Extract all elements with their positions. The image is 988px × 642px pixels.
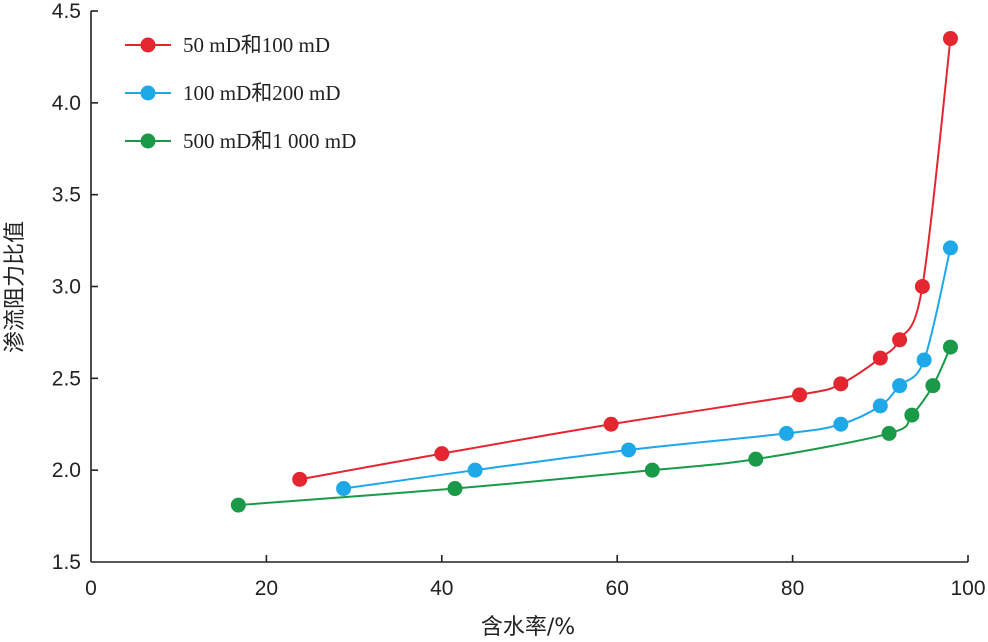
series-layer: [230, 31, 958, 513]
data-point: [434, 446, 450, 462]
y-tick-label: 1.5: [52, 551, 81, 574]
legend: 50 mD和100 mD 100 mD和200 mD 500 mD和1 000 mD: [125, 33, 356, 153]
legend-label: 500 mD和1 000 mD: [183, 129, 356, 153]
data-point: [833, 376, 849, 392]
data-point: [833, 416, 849, 432]
x-tick-label: 80: [781, 577, 804, 600]
series-2: [336, 240, 958, 497]
data-point: [644, 462, 660, 478]
data-point: [292, 471, 308, 487]
y-tick-label: 4.5: [52, 0, 81, 23]
data-point: [892, 378, 908, 394]
x-tick-label: 40: [430, 577, 453, 600]
data-point: [914, 279, 930, 294]
data-point: [942, 240, 958, 256]
data-point: [904, 407, 920, 423]
x-axis-title: 含水率/%: [481, 615, 575, 640]
data-point: [748, 451, 764, 467]
x-tick-label: 20: [255, 577, 278, 600]
y-tick-label: 3.0: [52, 276, 81, 299]
legend-item: 500 mD和1 000 mD: [125, 129, 356, 153]
data-point: [230, 497, 246, 513]
ticks: 0 20 40 60 80 100 1.5 2.0 2.5 3.0 3.5 4.0 4.5: [52, 0, 986, 600]
x-tick-label: 60: [606, 577, 629, 600]
legend-label: 50 mD和100 mD: [183, 33, 330, 57]
y-tick-label: 3.5: [52, 184, 81, 207]
series-line: [343, 247, 952, 490]
y-tick-label: 2.0: [52, 459, 81, 482]
data-point: [872, 398, 888, 414]
data-point: [925, 378, 941, 394]
data-point: [916, 352, 932, 368]
data-point: [621, 442, 637, 458]
data-point: [467, 462, 483, 478]
data-point: [447, 481, 463, 497]
series-3: [230, 339, 958, 513]
data-point: [872, 350, 888, 366]
legend-marker: [140, 37, 156, 53]
legend-marker: [140, 85, 156, 101]
data-point: [942, 339, 958, 355]
series-line: [299, 38, 952, 481]
legend-item: 100 mD和200 mD: [125, 81, 341, 105]
legend-marker: [140, 133, 156, 149]
data-point: [792, 387, 808, 403]
data-point: [603, 416, 619, 432]
legend-item: 50 mD和100 mD: [125, 33, 330, 57]
series-1: [292, 31, 958, 487]
y-tick-label: 4.0: [52, 92, 81, 115]
y-axis-title: 渗流阻力比值: [3, 221, 28, 353]
data-point: [881, 425, 897, 441]
x-tick-label: 0: [85, 577, 97, 600]
y-tick-label: 2.5: [52, 367, 81, 390]
data-point: [942, 31, 958, 47]
data-point: [892, 332, 908, 348]
x-tick-label: 100: [950, 577, 985, 600]
data-point: [778, 425, 794, 441]
legend-label: 100 mD和200 mD: [183, 81, 341, 105]
data-point: [336, 481, 352, 497]
